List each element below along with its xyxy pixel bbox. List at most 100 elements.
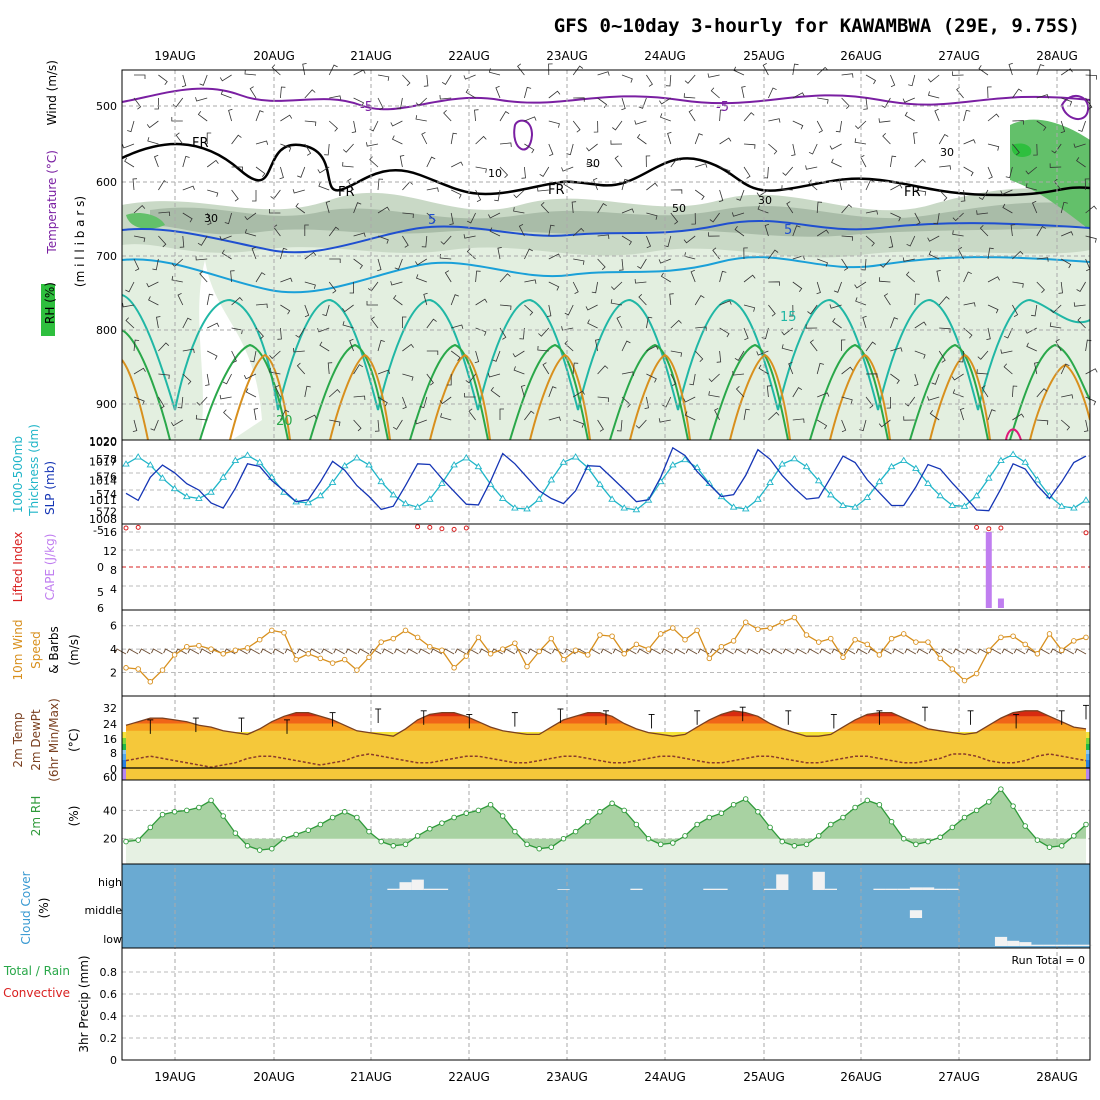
upper-wind-barb <box>1012 143 1020 156</box>
upper-wind-barb <box>841 419 847 433</box>
upper-wind-barb <box>402 316 407 328</box>
upper-wind-barb <box>195 414 208 421</box>
wind10-barb <box>819 648 832 655</box>
upper-wind-barb <box>158 74 168 86</box>
upper-wind-barb <box>463 74 476 80</box>
upper-wind-barb <box>255 166 266 178</box>
upper-wind-barb <box>670 319 682 329</box>
upper-wind-barb <box>758 364 769 375</box>
wind10-speed-point <box>803 632 810 638</box>
upper-wind-barb <box>732 371 745 376</box>
rh2m-point <box>499 813 506 819</box>
upper-wind-barb <box>619 258 624 271</box>
date-label-bottom: 20AUG <box>253 1070 295 1084</box>
upper-wind-barb <box>960 189 966 202</box>
cloud-high-bar <box>703 888 716 890</box>
label-upper-rh: RH (%) <box>43 282 57 324</box>
upper-wind-barb <box>219 394 232 400</box>
wind10-barb <box>1074 648 1087 655</box>
thickness-point <box>972 491 981 499</box>
contour-label-plus20: 20 <box>276 414 293 429</box>
upper-wind-barb <box>537 187 549 192</box>
upper-wind-barb <box>520 384 526 398</box>
wind10-barb <box>855 648 868 655</box>
upper-wind-barb <box>342 161 354 168</box>
upper-wind-barb <box>426 373 434 386</box>
rh2m-point <box>572 828 579 835</box>
upper-wind-barb <box>219 235 232 241</box>
rh2m-point <box>633 821 640 828</box>
upper-wind-barb <box>297 166 306 178</box>
upper-wind-barb <box>524 143 535 154</box>
date-label-bottom: 25AUG <box>743 1070 785 1084</box>
upper-wind-barb <box>597 234 610 239</box>
li-point <box>463 525 469 531</box>
upper-wind-barb <box>524 86 532 99</box>
upper-wind-barb <box>423 292 428 306</box>
upper-wind-barb <box>938 189 948 201</box>
upper-wind-barb <box>571 201 577 214</box>
upper-wind-barb <box>766 385 772 398</box>
upper-wind-barb <box>1076 281 1086 293</box>
cloud-low-bar <box>1067 944 1081 946</box>
label-cape: CAPE (J/kg) <box>43 534 57 601</box>
upper-wind-barb <box>224 212 232 225</box>
upper-wind-barb <box>591 281 598 294</box>
wind10-speed-point <box>427 643 433 650</box>
upper-wind-barb <box>585 304 598 311</box>
rh2m-point <box>329 814 336 821</box>
upper-wind-barb <box>976 369 989 375</box>
temp-contour-plus20 <box>122 329 1090 440</box>
upper-wind-barb <box>146 281 159 288</box>
upper-wind-barb <box>914 293 920 306</box>
upper-wind-barb <box>347 178 354 191</box>
upper-wind-barb <box>741 86 746 99</box>
upper-wind-barb <box>1012 281 1024 288</box>
wind10-barb <box>467 648 479 655</box>
upper-wind-barb <box>684 411 696 421</box>
pressure-tick-700: 700 <box>96 250 117 263</box>
rh2m-point <box>341 809 348 815</box>
upper-wind-barb <box>206 132 212 144</box>
upper-wind-barb <box>177 292 184 306</box>
cloud-high-bar <box>715 888 728 890</box>
upper-wind-barb <box>840 339 846 352</box>
date-label-bottom: 26AUG <box>840 1070 882 1084</box>
label-rh2-1: 2m RH <box>29 796 43 837</box>
upper-wind-barb <box>958 350 964 363</box>
thickness-point <box>984 474 993 481</box>
rh2m-point <box>305 827 312 833</box>
thickness-point <box>340 461 349 469</box>
upper-wind-barb <box>182 373 192 385</box>
rh2m-point <box>888 818 895 825</box>
upper-wind-barb <box>125 281 135 293</box>
upper-wind-barb <box>182 317 192 329</box>
upper-wind-barb <box>903 416 915 421</box>
wind10-barb <box>710 648 722 655</box>
upper-wind-barb <box>207 350 218 360</box>
upper-wind-barb <box>463 234 476 239</box>
wind10-speed-point <box>645 646 652 652</box>
rh2m-point <box>803 841 810 848</box>
upper-wind-barb <box>878 277 891 283</box>
upper-wind-barb <box>392 419 403 430</box>
upper-wind-barb <box>927 396 940 401</box>
rh2m-point <box>293 831 299 838</box>
upper-wind-barb <box>255 327 264 340</box>
upper-wind-barb <box>817 258 829 267</box>
cloud-low-bar <box>1007 940 1020 946</box>
upper-wind-barb <box>1083 419 1089 432</box>
upper-wind-barb <box>153 154 159 168</box>
date-label-bottom: 23AUG <box>546 1070 588 1084</box>
wind10-speed-point <box>232 647 239 653</box>
thickness-point <box>1009 450 1017 457</box>
rh2m-point <box>487 801 494 808</box>
thickness-point <box>255 458 264 465</box>
upper-wind-barb <box>865 396 874 409</box>
upper-wind-barb <box>566 143 574 156</box>
upper-wind-barb <box>564 340 574 352</box>
upper-wind-barb <box>743 408 750 421</box>
upper-wind-barb <box>936 270 941 283</box>
wind10-barb <box>928 648 941 655</box>
thickness-point <box>365 461 373 468</box>
